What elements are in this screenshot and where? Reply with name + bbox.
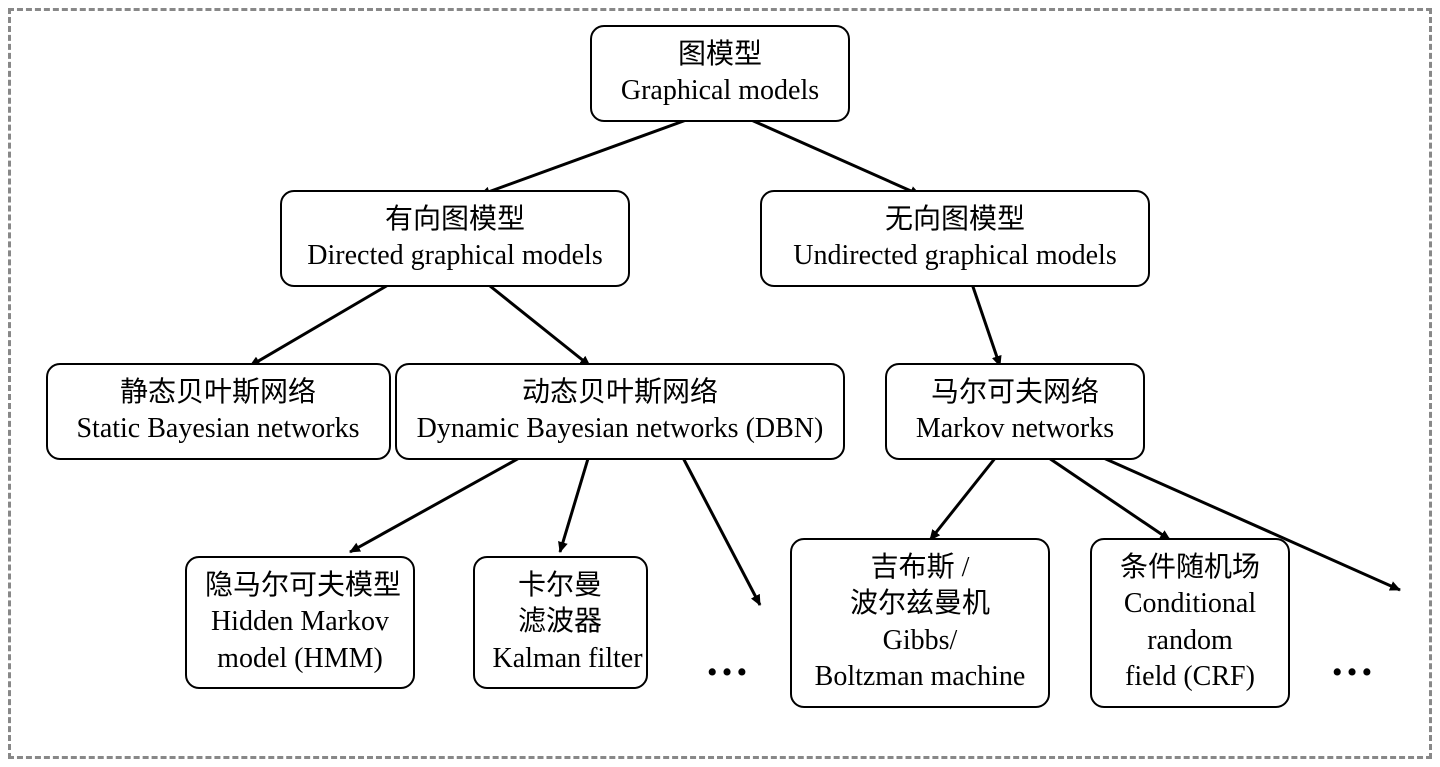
node-kalman: 卡尔曼滤波器Kalman filter [473,556,648,689]
ellipsis-markov: … [1330,635,1376,686]
node-hmm: 隐马尔可夫模型Hidden Markovmodel (HMM) [185,556,415,689]
node-markov-cn: 马尔可夫网络 [905,375,1125,411]
node-graphical-models: 图模型 Graphical models [590,25,850,122]
node-directed-cn: 有向图模型 [300,202,610,238]
node-dbn-cn: 动态贝叶斯网络 [415,375,825,411]
node-static-en: Static Bayesian networks [66,411,371,447]
node-directed: 有向图模型 Directed graphical models [280,190,630,287]
diagram-canvas: 图模型 Graphical models 有向图模型 Directed grap… [0,0,1440,767]
node-undirected-cn: 无向图模型 [780,202,1130,238]
ellipsis-dbn: … [705,635,751,686]
node-dbn-en: Dynamic Bayesian networks (DBN) [415,411,825,447]
node-markov: 马尔可夫网络 Markov networks [885,363,1145,460]
node-static-cn: 静态贝叶斯网络 [66,375,371,411]
node-crf: 条件随机场Conditionalrandomfield (CRF) [1090,538,1290,708]
node-dbn: 动态贝叶斯网络 Dynamic Bayesian networks (DBN) [395,363,845,460]
node-gibbs: 吉布斯 /波尔兹曼机Gibbs/Boltzman machine [790,538,1050,708]
node-root-cn: 图模型 [610,37,830,73]
node-root-en: Graphical models [610,73,830,109]
node-undirected: 无向图模型 Undirected graphical models [760,190,1150,287]
node-static-bayes: 静态贝叶斯网络 Static Bayesian networks [46,363,391,460]
node-undirected-en: Undirected graphical models [780,238,1130,274]
node-directed-en: Directed graphical models [300,238,610,274]
node-markov-en: Markov networks [905,411,1125,447]
